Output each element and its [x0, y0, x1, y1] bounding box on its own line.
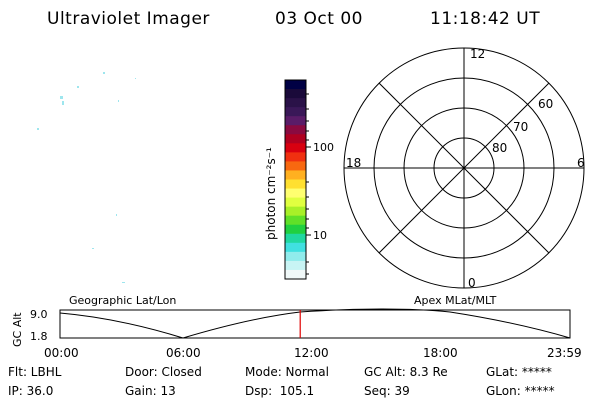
colorbar-cell — [285, 215, 306, 226]
colorbar-cell — [285, 152, 306, 163]
colorbar-cell — [285, 89, 306, 99]
glat-status: GLat: ***** — [486, 365, 552, 379]
colorbar-cell — [285, 98, 306, 108]
polar-label-70: 70 — [513, 120, 529, 134]
timeline-left-label: Geographic Lat/Lon — [69, 294, 177, 307]
door-status: Door: Closed — [125, 365, 202, 379]
colorbar-cells — [285, 80, 306, 280]
colorbar-cell — [285, 269, 306, 280]
timeline-right-label: Apex MLat/MLT — [414, 294, 497, 307]
colorbar-cell — [285, 224, 306, 235]
colorbar-cell — [285, 242, 306, 253]
timeline-tick-0600: 06:00 — [166, 346, 201, 360]
colorbar-cell — [285, 206, 306, 217]
timeline-tick-0000: 00:00 — [44, 346, 79, 360]
polar-label-6: 6 — [577, 156, 585, 170]
colorbar-cell — [285, 170, 306, 181]
ip-status: IP: 36.0 — [8, 384, 54, 398]
colorbar-cell — [285, 107, 306, 117]
observation-time: 11:18:42 UT — [430, 9, 541, 29]
observation-date: 03 Oct 00 — [275, 9, 363, 29]
gain-status: Gain: 13 — [125, 384, 176, 398]
colorbar-cell — [285, 80, 306, 90]
polar-label-80: 80 — [492, 141, 508, 155]
instrument-title: Ultraviolet Imager — [47, 9, 210, 29]
colorbar-cell — [285, 188, 306, 199]
colorbar-tick-label-100: 100 — [313, 141, 334, 154]
filter-status: Flt: LBHL — [8, 365, 62, 379]
colorbar-frame — [284, 79, 307, 280]
timeline-y-min: 1.8 — [30, 330, 48, 343]
polar-diagonal-2 — [378, 82, 550, 254]
timeline-tick-1800: 18:00 — [423, 346, 458, 360]
timeline-y-max: 9.0 — [30, 308, 48, 321]
colorbar-cell — [285, 125, 306, 135]
glon-status: GLon: ***** — [486, 384, 555, 398]
polar-label-60: 60 — [538, 97, 554, 111]
colorbar-minor-ticks — [306, 93, 309, 275]
polar-label-12: 12 — [470, 47, 486, 61]
colorbar-cell — [285, 143, 306, 153]
timeline-tick-1200: 12:00 — [294, 346, 329, 360]
mode-status: Mode: Normal — [245, 365, 329, 379]
timeline-frame — [59, 309, 571, 339]
colorbar-cell — [285, 179, 306, 190]
seq-status: Seq: 39 — [364, 384, 410, 398]
colorbar-cell — [285, 197, 306, 208]
polar-label-18: 18 — [346, 156, 362, 170]
altitude-curve — [59, 308, 571, 339]
colorbar-cell — [285, 116, 306, 126]
colorbar-cell — [285, 134, 306, 144]
colorbar-cell — [285, 260, 306, 271]
gc-alt-status: GC Alt: 8.3 Re — [364, 365, 448, 379]
colorbar-cell — [285, 233, 306, 244]
colorbar-cell — [285, 161, 306, 172]
timeline-tick-2359: 23:59 — [547, 346, 582, 360]
colorbar-tick-label-10: 10 — [313, 229, 327, 242]
polar-label-0: 0 — [468, 276, 476, 290]
dsp-status: Dsp: 105.1 — [245, 384, 315, 398]
colorbar-cell — [285, 251, 306, 262]
